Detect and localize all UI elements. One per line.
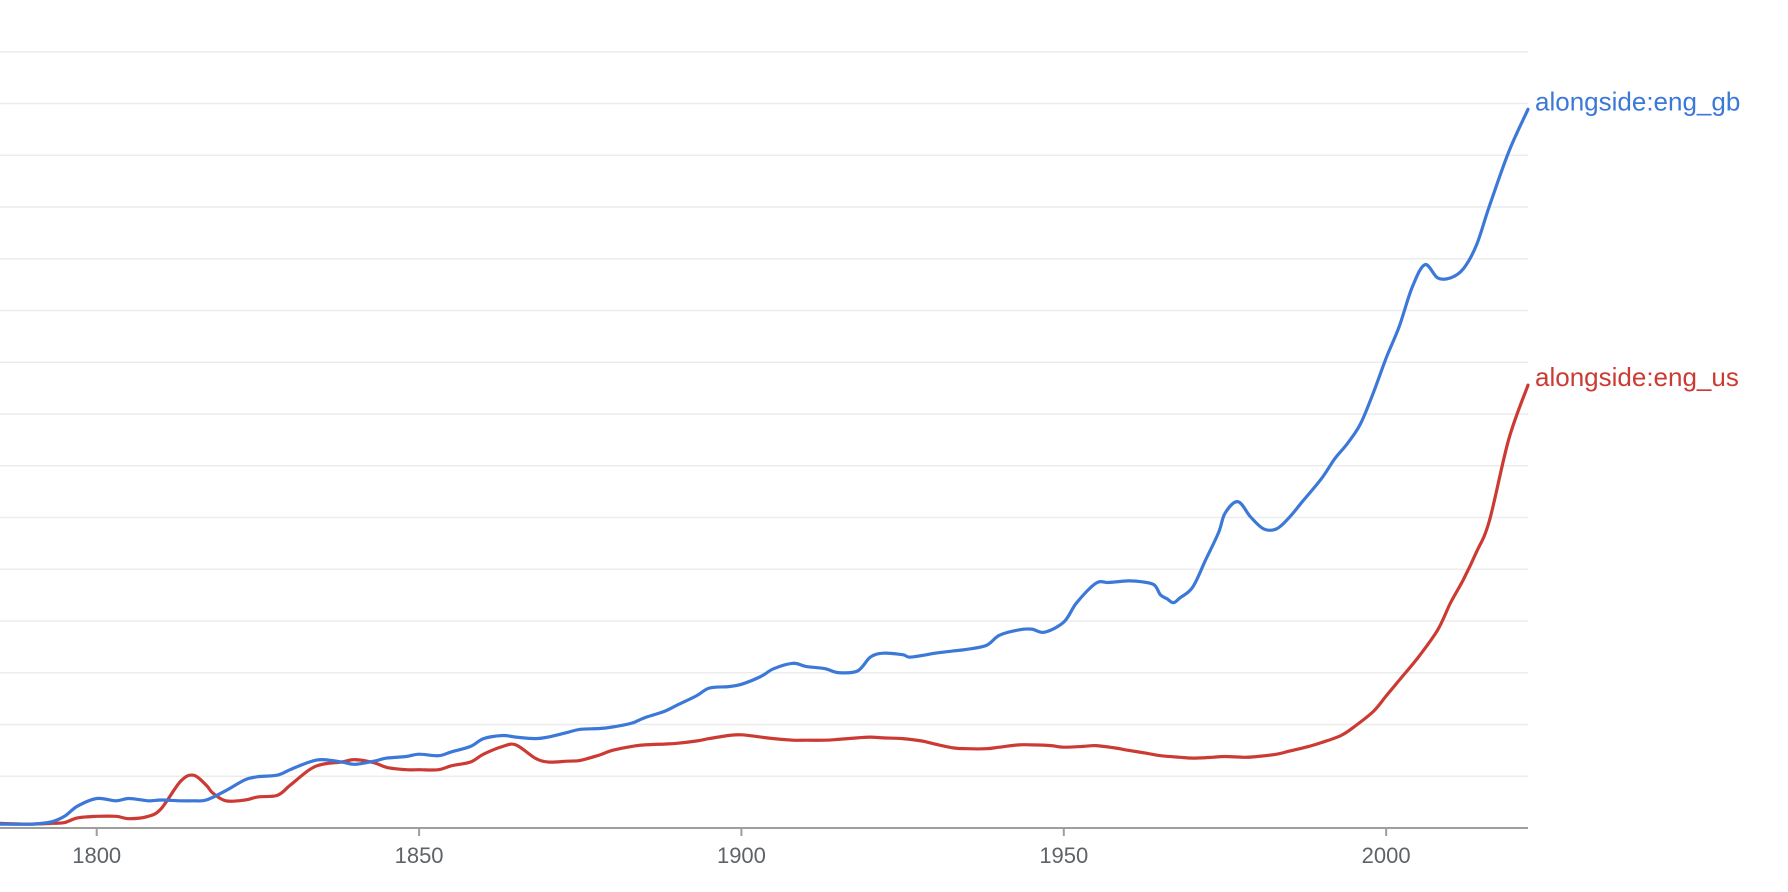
grid [0,51,1528,778]
series-label: alongside:eng_us [1535,362,1739,392]
x-tick-label: 1900 [717,843,766,868]
x-axis: 1800 1850 1900 1950 2000 [0,827,1528,868]
series-line [0,107,1530,826]
x-tick-label: 2000 [1362,843,1411,868]
series-labels: alongside:eng_gb alongside:eng_us [1535,86,1740,392]
series-line [0,383,1530,826]
x-tick-label: 1850 [395,843,444,868]
x-tick-label: 1800 [72,843,121,868]
series-label: alongside:eng_gb [1535,86,1740,116]
series-group [0,107,1530,826]
x-tick-label: 1950 [1039,843,1088,868]
